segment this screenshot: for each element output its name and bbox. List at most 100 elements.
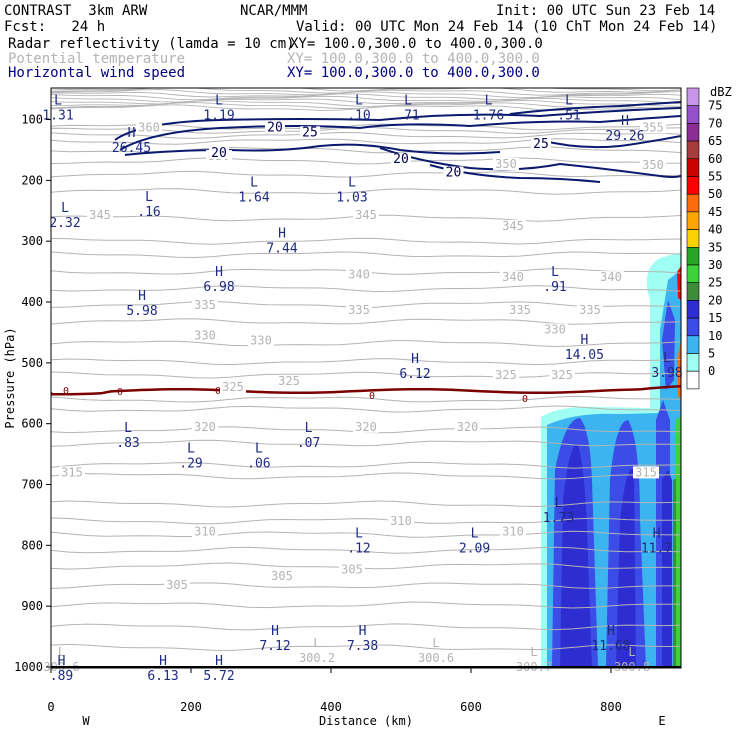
theta-contour: [51, 131, 681, 139]
colorbar-swatch: [686, 140, 700, 160]
colorbar-tick-label: 40: [708, 223, 722, 237]
y-tick-label: 300: [21, 234, 43, 248]
wind-extremum-mark: L: [663, 351, 671, 366]
wind-extremum-mark: H: [215, 265, 223, 280]
colorbar-swatch: [686, 123, 700, 142]
theta-contour: [51, 472, 681, 480]
theta-label-bg: [87, 209, 113, 222]
wind-extremum-value: 26.45: [112, 141, 151, 156]
forecast-hour-label: Fcst: 24 h: [4, 19, 106, 35]
colorbar-tick-label: 75: [708, 99, 722, 113]
wind-contour: [114, 107, 681, 141]
wind-extremum-value: 5.98: [126, 304, 157, 319]
wind-label-bg: [209, 147, 229, 160]
field-reflectivity-label: Radar reflectivity (lamda = 10 cm): [8, 36, 295, 52]
colorbar-tick-label: 5: [708, 347, 715, 361]
plot-title: CONTRAST 3km ARW: [4, 3, 148, 19]
field-wind-xy: XY= 100.0,300.0 to 400.0,300.0: [287, 65, 540, 81]
valid-time-label: Valid: 00 UTC Mon 24 Feb 14 (10 ChT Mon …: [296, 19, 718, 35]
freezing-level-label: 0: [117, 387, 123, 398]
theta-label-bg: [248, 334, 274, 347]
wind-extremum-value: 1.19: [203, 108, 234, 123]
wind-contour: [539, 135, 681, 149]
theta-label-bg: [493, 157, 519, 170]
theta-contour: [51, 461, 681, 469]
theta-contour: [51, 138, 681, 145]
colorbar-tick-label: 55: [708, 170, 722, 184]
wind-extremum-mark: L: [471, 526, 479, 541]
theta-label: 345: [355, 208, 377, 222]
wind-label: 25: [302, 125, 318, 140]
colorbar-swatch: [686, 211, 700, 230]
x-tick-label: 0: [47, 700, 54, 714]
theta-label-bg: [59, 466, 85, 479]
y-tick-label: 400: [21, 295, 43, 309]
wind-contour: [124, 143, 501, 156]
colorbar-swatch: [686, 370, 700, 390]
surface-extremum-mark: L: [530, 645, 537, 659]
wind-extremum-value: 1.03: [336, 190, 367, 205]
theta-contour: [51, 157, 681, 165]
wind-extremum-mark: H: [159, 654, 167, 669]
wind-extremum-mark: L: [404, 93, 412, 108]
theta-label: 305: [341, 563, 363, 577]
wind-label: 20: [446, 165, 462, 180]
freezing-level-line: 0 0 0 0 0: [51, 385, 681, 405]
theta-contour: [51, 643, 681, 652]
wind-extremum-value: .83: [116, 436, 139, 451]
colorbar-tick-label: 35: [708, 240, 722, 254]
theta-label-bg: [346, 268, 372, 281]
wind-extremum-value: .89: [50, 669, 73, 684]
wind-extremum-mark: L: [565, 93, 573, 108]
theta-label: 330: [544, 322, 566, 336]
y-tick-label: 600: [21, 417, 43, 431]
wind-label: 20: [211, 146, 227, 161]
theta-contour: [51, 170, 681, 178]
wind-extremum-mark: H: [411, 352, 419, 367]
theta-contour: [51, 340, 681, 348]
wind-label-bg: [300, 126, 320, 139]
theta-contours: [51, 88, 681, 652]
wind-extremum-mark: H: [653, 526, 661, 541]
wind-extremum-value: 7.44: [266, 242, 297, 257]
reflectivity-cell: [662, 470, 672, 668]
theta-label: 330: [250, 333, 272, 347]
wind-extremum-mark: L: [305, 421, 313, 436]
theta-label-bg: [577, 303, 603, 316]
theta-label: 310: [390, 514, 412, 528]
theta-label-bg: [346, 303, 372, 316]
theta-label-bg: [192, 420, 218, 433]
x-axis-title: Distance (km): [319, 714, 413, 728]
wind-extremum-value: 3.98: [651, 366, 682, 381]
wind-extremum-mark: L: [355, 93, 363, 108]
wind-extremum-value: 29.26: [605, 129, 644, 144]
east-end-label: E: [658, 714, 665, 728]
theta-label-bg: [640, 121, 666, 134]
theta-contour: [51, 237, 681, 245]
theta-label: 320: [355, 420, 377, 434]
wind-extremum-value: 1.31: [42, 108, 73, 123]
theta-contour: [51, 91, 681, 99]
colorbar-swatch: [686, 282, 700, 301]
wind-extremum-mark: L: [145, 190, 153, 205]
wind-label: 25: [533, 137, 549, 152]
theta-label-bg: [500, 525, 526, 538]
theta-label: 320: [457, 420, 479, 434]
theta-label-bg: [339, 563, 365, 576]
freezing-level-label: 0: [369, 391, 375, 402]
theta-label-bg: [493, 369, 519, 382]
theta-label: 345: [502, 219, 524, 233]
theta-label: 325: [222, 380, 244, 394]
surface-extremum-mark: L: [628, 645, 635, 659]
wind-label-bg: [531, 137, 551, 150]
wind-extremum-mark: H: [271, 624, 279, 639]
theta-label-bg: [353, 209, 379, 222]
wind-label: 20: [267, 120, 283, 135]
wind-contour: [509, 101, 681, 115]
wind-extremum-value: 11.68: [591, 639, 630, 654]
surface-extremum-mark: L: [58, 645, 65, 659]
theta-label-bg: [220, 381, 246, 394]
init-time-label: Init: 00 UTC Sun 23 Feb 14: [496, 3, 716, 19]
contour-labels: 3603553503503503453453453403403403353353…: [42, 93, 682, 684]
